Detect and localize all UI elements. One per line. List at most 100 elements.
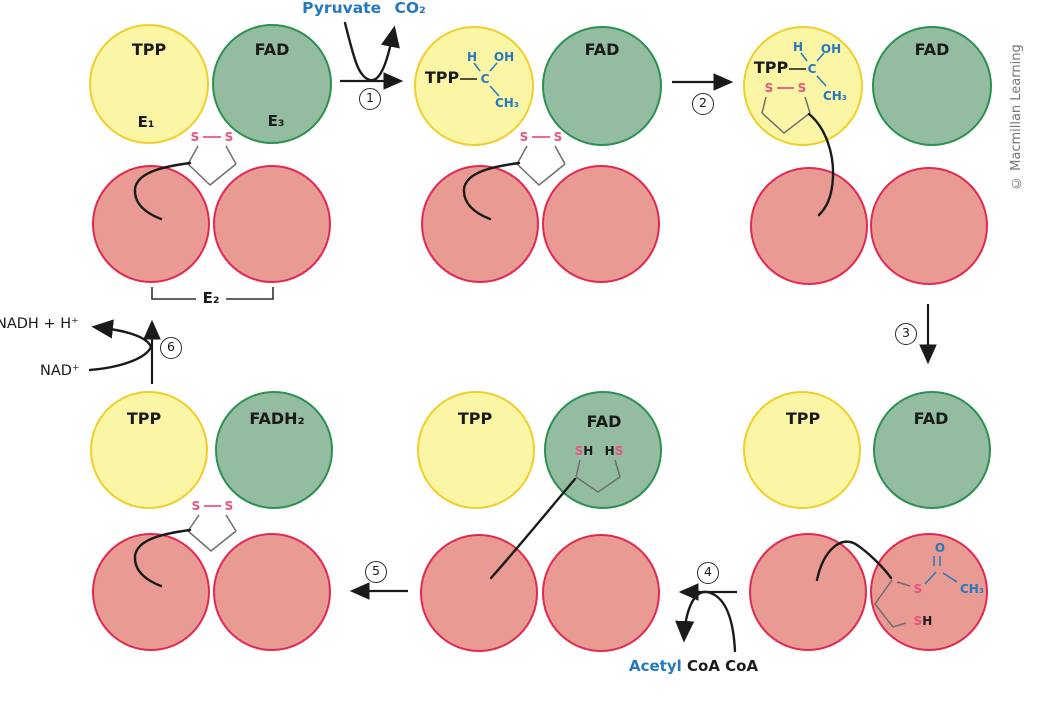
methyl-label: CH₃ — [959, 582, 985, 596]
lipoamide-tethers — [133, 112, 893, 588]
thiol-label-sh: SH — [914, 615, 933, 628]
e2-core-circle — [870, 167, 988, 285]
e1-tpp-circle — [90, 391, 208, 509]
sulfur-label: S — [519, 130, 529, 144]
cofactor-label-fadh2: FADH₂ — [249, 409, 305, 428]
e2-bracket-label: E₂ — [202, 289, 220, 307]
methyl-label: CH₃ — [822, 89, 848, 103]
coa-to-acetylcoa-curve — [675, 590, 737, 653]
e3-fad-circle — [212, 24, 332, 144]
cofactor-label-fad: FAD — [254, 40, 290, 59]
e2-core-circle — [421, 165, 539, 283]
substrate-curved-arrows — [88, 21, 737, 653]
hydrogen-label: H — [922, 614, 933, 628]
sulfur-label: S — [797, 81, 807, 95]
swinging-arm-tether — [133, 161, 192, 221]
cofactor-label-fad: FAD — [586, 412, 622, 431]
sulfur-label: S — [764, 81, 774, 95]
e2-core-circle — [92, 533, 210, 651]
e2-core-circle — [870, 533, 988, 651]
coa-label: CoA — [687, 657, 720, 675]
hydroxyethyl-structure-bonds — [460, 52, 827, 97]
nad-label: NAD⁺ — [40, 363, 80, 379]
publisher-credit: © Macmillan Learning — [1009, 44, 1024, 190]
e2-core-circle — [750, 167, 868, 285]
e2-core-circle — [92, 165, 210, 283]
sulfur-label: S — [224, 499, 234, 513]
carbon-label: C — [807, 62, 817, 76]
enzyme-label-e1: E₁ — [137, 113, 155, 131]
step-number-4: 4 — [697, 562, 719, 584]
e1-tpp-circle — [89, 24, 209, 144]
lipoamide-ring — [761, 96, 811, 134]
step-number-1: 1 — [359, 88, 381, 110]
sulfur-label: S — [614, 444, 624, 458]
e1-tpp-circle — [414, 26, 534, 146]
cofactor-label-fad: FAD — [584, 40, 620, 59]
lipoamide-ring — [516, 145, 566, 186]
e2-core-circle — [749, 533, 867, 651]
sulfur-label: S — [224, 130, 234, 144]
nadh-h-label: NADH + H⁺ — [0, 316, 79, 332]
thioester-sulfur-label: S — [913, 582, 923, 596]
e3-fadh2-circle — [215, 391, 333, 509]
swinging-arm-tether — [133, 528, 192, 588]
sulfur-label: S — [574, 444, 584, 458]
e1-tpp-circle — [417, 391, 535, 509]
cofactor-label-tpp: TPP — [457, 409, 493, 428]
pyruvate-to-co2-curve — [343, 21, 400, 82]
e2-bracket — [151, 287, 274, 300]
carbon-label: C — [480, 72, 490, 86]
sulfur-label: S — [190, 130, 200, 144]
swinging-arm-tether — [807, 112, 835, 217]
acetyl-coa-coa-label: Acetyl CoA CoA — [629, 657, 759, 675]
swinging-arm-tether — [815, 540, 893, 582]
lipoamide-ring — [187, 145, 237, 186]
step-number-6: 6 — [160, 337, 182, 359]
e2-core-circle — [542, 534, 660, 652]
hydrogen-label: H — [792, 40, 804, 54]
cofactor-label-fad: FAD — [913, 409, 949, 428]
hydrogen-label: H — [466, 50, 478, 64]
dihydrolipoamide-chain — [575, 459, 621, 493]
methyl-label: CH₃ — [494, 96, 520, 110]
lipoamide-rings — [187, 87, 958, 628]
cofactor-label-tpp: TPP — [785, 409, 821, 428]
coa-label: CoA — [725, 657, 759, 675]
e2-core-circle — [213, 533, 331, 651]
swinging-arm-tether — [489, 477, 577, 580]
cofactor-label-tpp: TPP — [753, 58, 789, 77]
step-arrows — [143, 72, 937, 601]
e2-core-circle — [213, 165, 331, 283]
e1-tpp-circle — [743, 26, 863, 146]
lipoamide-ring — [187, 514, 237, 552]
hydroxyl-label: OH — [493, 50, 515, 64]
e3-fad-circle — [872, 26, 992, 146]
hydroxyl-label: OH — [820, 42, 842, 56]
thiol-label-hs: HS — [605, 445, 624, 458]
hydrogen-label: H — [604, 444, 615, 458]
hydrogen-label: H — [583, 444, 594, 458]
e3-fad-circle — [873, 391, 991, 509]
step-number-2: 2 — [692, 93, 714, 115]
sulfur-label: S — [553, 130, 563, 144]
pyruvate-co2-label: Pyruvate CO₂ — [302, 0, 426, 17]
cofactor-label-tpp: TPP — [424, 68, 460, 87]
thiol-label-sh: SH — [575, 445, 594, 458]
sulfur-label: S — [191, 499, 201, 513]
enzyme-label-e3: E₃ — [267, 112, 285, 130]
e2-core-circle — [542, 165, 660, 283]
cofactor-label-tpp: TPP — [131, 40, 167, 59]
cofactor-label-tpp: TPP — [126, 409, 162, 428]
hydroxyethyl-bonds — [473, 62, 500, 97]
hydroxyethyl-bonds — [800, 52, 827, 87]
nad-to-nadh-curve — [88, 319, 153, 372]
acetyl-lipoamide-chain — [874, 579, 911, 628]
sulfur-label: S — [913, 614, 923, 628]
swinging-arm-tether — [462, 161, 521, 221]
thioester-acetyl-bonds — [924, 556, 958, 585]
cofactor-label-fad: FAD — [914, 40, 950, 59]
e1-tpp-circle — [743, 391, 861, 509]
